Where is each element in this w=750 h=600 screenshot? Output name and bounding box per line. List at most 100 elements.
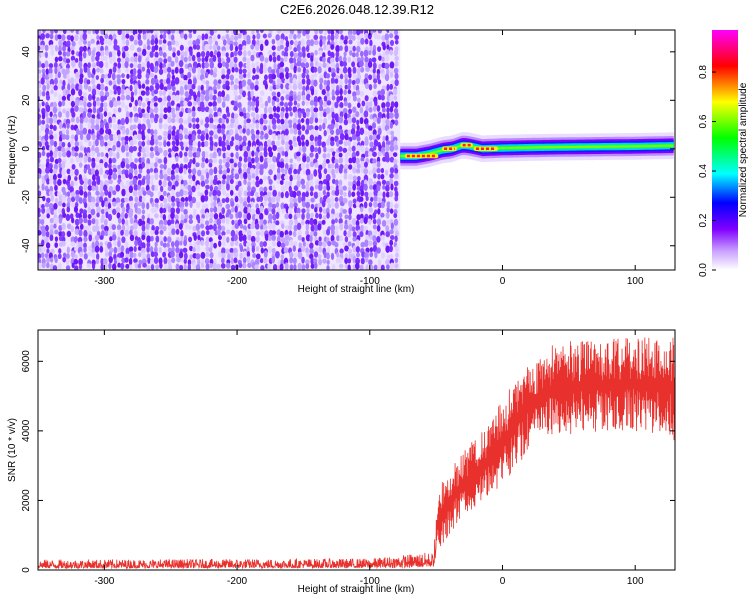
noise-cell bbox=[90, 208, 96, 216]
noise-cell bbox=[263, 106, 268, 114]
noise-cell bbox=[74, 218, 80, 226]
noise-cell bbox=[129, 161, 135, 169]
noise-cell bbox=[289, 57, 294, 64]
noise-cell bbox=[280, 185, 286, 193]
noise-cell bbox=[335, 225, 339, 232]
noise-cell bbox=[376, 34, 381, 40]
noise-cell bbox=[66, 206, 71, 213]
noise-cell bbox=[209, 212, 214, 219]
noise-cell bbox=[54, 30, 59, 34]
noise-cell bbox=[179, 111, 184, 118]
noise-cell bbox=[45, 33, 50, 39]
noise-cell bbox=[352, 95, 357, 102]
noise-cell bbox=[49, 185, 54, 193]
noise-cell bbox=[74, 236, 78, 244]
snr-x-tick-label: -100 bbox=[360, 576, 380, 587]
noise-cell bbox=[154, 213, 159, 219]
noise-cell bbox=[288, 230, 293, 236]
noise-cell bbox=[87, 185, 93, 191]
noise-cell bbox=[49, 168, 53, 174]
noise-cell bbox=[184, 196, 189, 202]
noise-cell bbox=[280, 254, 285, 260]
noise-cell bbox=[255, 203, 259, 210]
noise-cell bbox=[221, 247, 226, 255]
noise-cell bbox=[45, 104, 51, 113]
noise-cell bbox=[373, 139, 379, 147]
noise-cell bbox=[171, 140, 176, 146]
noise-cell bbox=[62, 88, 67, 97]
noise-cell bbox=[137, 123, 143, 131]
noise-cell bbox=[347, 190, 352, 198]
noise-cell bbox=[116, 224, 122, 231]
noise-cell bbox=[137, 133, 142, 141]
noise-cell bbox=[273, 174, 277, 181]
noise-cell bbox=[199, 223, 205, 229]
noise-cell bbox=[58, 162, 62, 169]
noise-cell bbox=[368, 83, 373, 91]
noise-cell bbox=[309, 116, 314, 125]
noise-cell bbox=[137, 140, 143, 147]
noise-cell bbox=[125, 127, 130, 136]
noise-cell bbox=[301, 208, 306, 214]
noise-cell bbox=[154, 51, 159, 58]
noise-cell bbox=[267, 235, 272, 242]
noise-cell bbox=[314, 162, 319, 168]
noise-cell bbox=[204, 179, 210, 184]
noise-cell bbox=[158, 147, 163, 154]
noise-cell bbox=[338, 116, 344, 124]
noise-cell bbox=[75, 212, 80, 219]
noise-cell bbox=[280, 57, 284, 63]
noise-cell bbox=[95, 190, 100, 196]
noise-cell bbox=[217, 127, 222, 134]
noise-cell bbox=[44, 74, 50, 81]
noise-cell bbox=[83, 183, 87, 192]
noise-cell bbox=[155, 264, 159, 270]
noise-cell bbox=[242, 135, 247, 142]
noise-cell bbox=[70, 83, 75, 90]
noise-cell bbox=[53, 202, 58, 210]
noise-cell bbox=[268, 119, 273, 126]
noise-cell bbox=[166, 77, 171, 85]
noise-cell bbox=[313, 66, 318, 73]
noise-cell bbox=[344, 253, 349, 259]
noise-cell bbox=[104, 86, 109, 92]
noise-cell bbox=[225, 80, 230, 87]
noise-cell bbox=[146, 168, 151, 175]
noise-cell bbox=[250, 235, 256, 243]
noise-cell bbox=[153, 89, 159, 95]
noise-cell bbox=[209, 130, 214, 136]
noise-cell bbox=[129, 124, 134, 132]
noise-cell bbox=[50, 49, 55, 56]
noise-cell bbox=[119, 251, 125, 258]
noise-cell bbox=[389, 173, 394, 179]
noise-cell bbox=[305, 242, 310, 248]
noise-cell bbox=[272, 123, 277, 130]
noise-cell bbox=[310, 74, 315, 81]
noise-cell bbox=[313, 72, 318, 78]
noise-cell bbox=[116, 140, 121, 149]
noise-cell bbox=[271, 195, 276, 203]
noise-cell bbox=[376, 168, 381, 174]
noise-cell bbox=[138, 259, 143, 265]
noise-cell bbox=[107, 241, 112, 250]
noise-cell bbox=[184, 63, 189, 70]
noise-cell bbox=[167, 247, 172, 253]
noise-cell bbox=[111, 30, 116, 35]
noise-cell bbox=[117, 30, 123, 36]
noise-cell bbox=[52, 265, 58, 270]
noise-cell bbox=[45, 231, 50, 238]
noise-cell bbox=[44, 60, 49, 68]
noise-cell bbox=[90, 124, 96, 130]
noise-cell bbox=[95, 138, 99, 147]
noise-cell bbox=[163, 236, 167, 243]
noise-cell bbox=[92, 174, 96, 182]
noise-cell bbox=[137, 201, 142, 207]
noise-cell bbox=[94, 30, 99, 35]
noise-cell bbox=[132, 145, 138, 152]
noise-cell bbox=[231, 112, 235, 120]
noise-cell bbox=[234, 173, 240, 180]
noise-cell bbox=[319, 83, 323, 90]
noise-cell bbox=[204, 151, 209, 159]
noise-cell bbox=[163, 140, 167, 148]
noise-cell bbox=[321, 141, 326, 148]
